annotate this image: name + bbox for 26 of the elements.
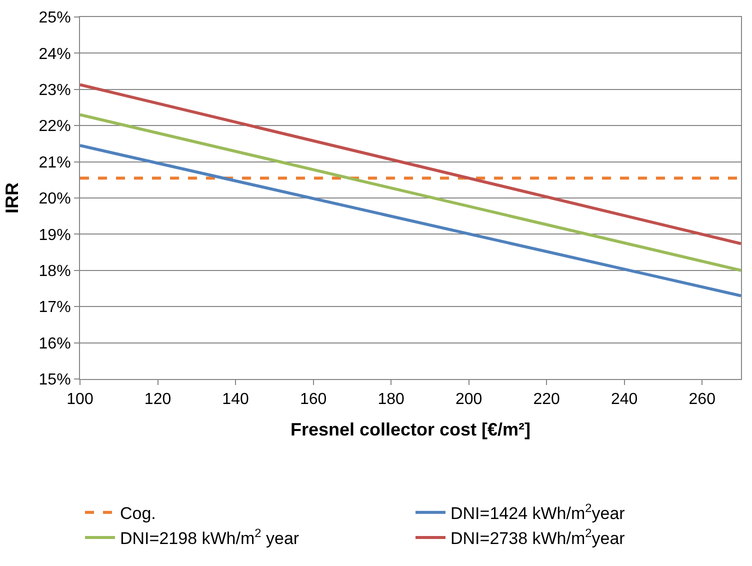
y-tick-label: 24% bbox=[38, 46, 71, 63]
x-tick-label: 220 bbox=[533, 391, 560, 408]
y-tick-label: 23% bbox=[38, 82, 71, 99]
x-tick-label: 120 bbox=[144, 391, 172, 408]
x-axis-title: Fresnel collector cost [€/m²] bbox=[290, 419, 531, 440]
x-tick-label: 180 bbox=[378, 391, 405, 408]
y-tick-label: 15% bbox=[38, 372, 71, 389]
x-tick-label: 240 bbox=[611, 391, 638, 408]
y-tick-label: 19% bbox=[38, 226, 71, 244]
legend-label: DNI=2198 kWh/m$^{2}$ year bbox=[120, 526, 300, 548]
y-tick-label: 21% bbox=[38, 154, 71, 172]
y-axis-title: IRR bbox=[2, 182, 22, 214]
y-tick-label: 25% bbox=[38, 10, 71, 27]
y-tick-label: 16% bbox=[38, 335, 71, 352]
y-tick-label: 18% bbox=[38, 263, 71, 280]
x-tick-label: 200 bbox=[455, 391, 482, 408]
x-tick-label: 260 bbox=[688, 391, 716, 408]
y-tick-label: 20% bbox=[38, 190, 71, 208]
x-tick-label: 100 bbox=[66, 391, 94, 408]
x-tick-label: 140 bbox=[222, 391, 249, 408]
x-tick-label: 160 bbox=[300, 391, 327, 408]
legend-label: Cog. bbox=[120, 504, 156, 524]
legend-label: DNI=2738 kWh/m$^{2}$year bbox=[450, 526, 626, 548]
y-tick-label: 17% bbox=[38, 299, 71, 316]
y-tick-label: 22% bbox=[38, 118, 71, 136]
legend-label: DNI=1424 kWh/m$^{2}$year bbox=[450, 500, 626, 524]
